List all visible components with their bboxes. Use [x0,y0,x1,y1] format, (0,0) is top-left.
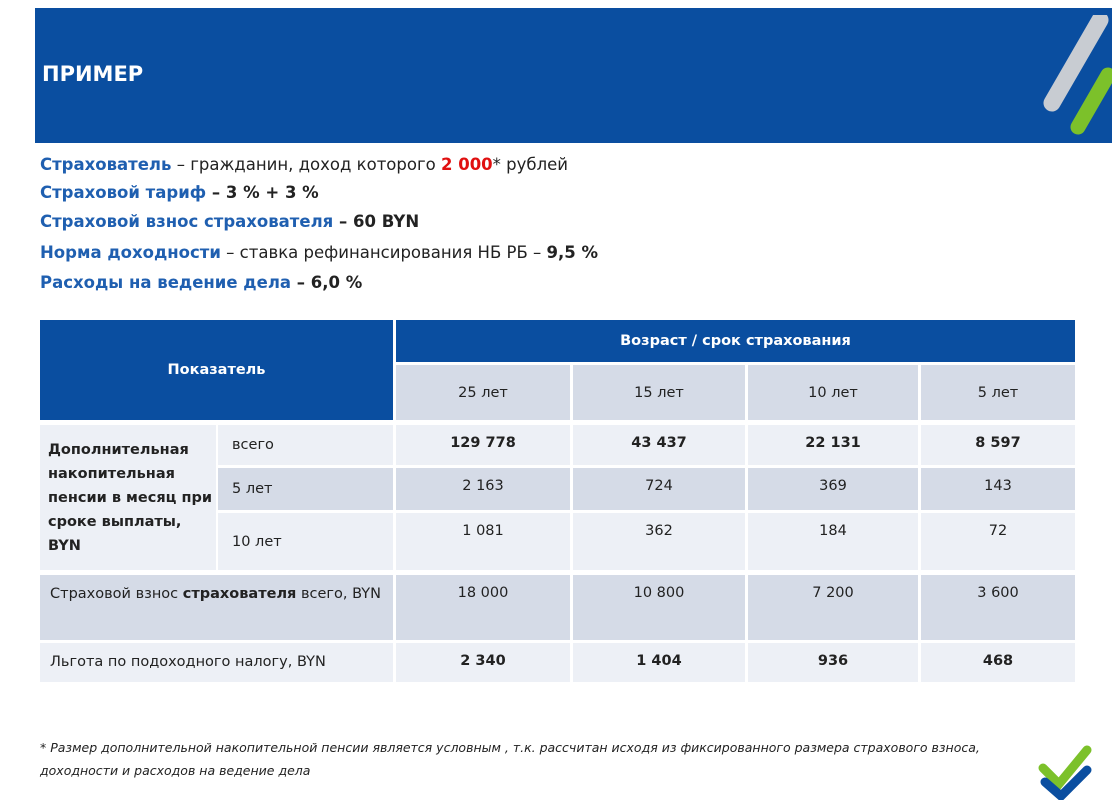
cell-value: 72 [921,513,1075,570]
logo-top [1043,15,1112,135]
info-line: Страховой тариф – 3 % + 3 % [40,183,319,202]
cell-value: 468 [921,643,1075,682]
info-text: – [206,183,226,202]
info-line: Расходы на ведение дела – 6,0 % [40,273,362,292]
info-value: 9,5 % [546,243,599,262]
row-label-suffix: всего, BYN [296,586,381,602]
cell-value: 43 437 [573,425,745,465]
group-header: Возраст / срок страхования [396,320,1075,362]
row-label: всего [218,425,393,465]
info-label: Норма доходности [40,243,221,262]
info-suffix: рублей [500,155,568,174]
row-label-text: Страховой взнос [50,586,183,602]
cell-value: 3 600 [921,575,1075,640]
info-line: Страховой взнос страхователя – 60 BYN [40,212,419,231]
cell-value: 2 163 [396,468,570,510]
info-label: Страхователь [40,155,172,174]
row-label: Страховой взнос страхователя всего, BYN [40,575,393,640]
cell-value: 2 340 [396,643,570,682]
column-header: 25 лет [396,365,570,420]
cell-value: 1 081 [396,513,570,570]
row-label-text: Льгота по подоходного налогу, BYN [50,654,326,670]
cell-value: 10 800 [573,575,745,640]
slide-title: ПРИМЕР [42,62,144,86]
cell-value: 22 131 [748,425,918,465]
info-label: Страховой тариф [40,183,207,202]
row-label: Льгота по подоходного налогу, BYN [40,643,393,682]
cell-value: 18 000 [396,575,570,640]
info-text: – [333,212,353,231]
group-label: Дополнительная накопительная пенсии в ме… [40,425,216,570]
cell-value: 7 200 [748,575,918,640]
info-value: 60 BYN [353,212,420,231]
info-text: – [291,273,311,292]
info-line: Норма доходности – ставка рефинансирован… [40,243,598,262]
info-label: Страховой взнос страхователя [40,212,334,231]
cell-value: 8 597 [921,425,1075,465]
column-header: 15 лет [573,365,745,420]
indicator-header: Показатель [40,320,393,420]
cell-value: 1 404 [573,643,745,682]
info-text: – ставка рефинансирования НБ РБ – [220,243,547,262]
info-text: – гражданин, доход которого [171,155,441,174]
row-label: 10 лет [218,513,393,570]
cell-value: 143 [921,468,1075,510]
cell-value: 936 [748,643,918,682]
info-label: Расходы на ведение дела [40,273,292,292]
info-highlight: 2 000 [440,155,493,174]
cell-value: 369 [748,468,918,510]
row-label: 5 лет [218,468,393,510]
info-mark: * [492,155,501,174]
footnote: * Размер дополнительной накопительной пе… [40,740,980,778]
row-label-bold: страхователя [182,586,297,602]
cell-value: 129 778 [396,425,570,465]
column-header: 10 лет [748,365,918,420]
cell-value: 724 [573,468,745,510]
info-line: Страхователь – гражданин, доход которого… [40,155,568,174]
header-band [35,8,1112,143]
cell-value: 184 [748,513,918,570]
cell-value: 362 [573,513,745,570]
info-value: 3 % + 3 % [225,183,319,202]
column-header: 5 лет [921,365,1075,420]
info-value: 6,0 % [310,273,363,292]
logo-bottom [1038,745,1092,800]
